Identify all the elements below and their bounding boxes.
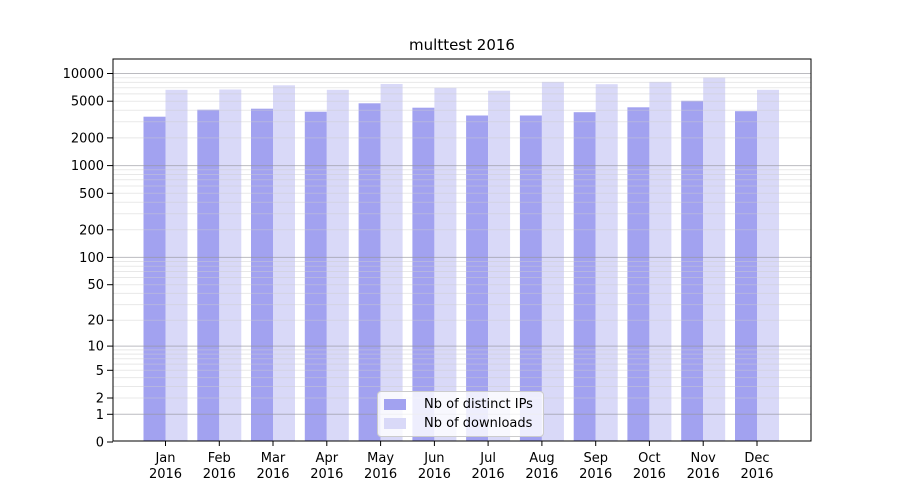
x-tick-label-month: Sep [583,451,608,466]
x-tick-label-month: Jan [154,451,175,466]
bar-downloads-feb [219,89,242,441]
y-tick-label: 1 [96,408,104,423]
bar-ips-aug [519,115,542,441]
y-tick-label: 2 [96,392,104,407]
x-tick-label-month: Mar [261,451,286,466]
x-tick-label-year: 2016 [740,467,773,482]
bar-ips-oct [627,107,650,442]
bar-ips-mar [251,108,273,441]
x-tick-label-year: 2016 [203,467,236,482]
gridlines-group [113,73,811,415]
y-axis: 0 12 5 10 20 50 100 200 500 1000 2000 5000 10000 [63,67,113,451]
bar-ips-apr [304,111,327,441]
legend: Nb of distinct IPs Nb of downloads [377,391,544,437]
bar-series-group [143,77,779,442]
bar-ips-dec [735,111,757,441]
bar-downloads-mar [273,85,295,442]
x-tick-label-month: Nov [691,451,717,466]
x-tick-label-month: Apr [316,451,339,466]
x-tick-label-year: 2016 [418,467,451,482]
y-tick-label: 10000 [63,67,104,82]
bar-ips-may [358,103,381,442]
legend-swatch-distinct-ips [384,399,406,410]
legend-swatch-downloads [384,418,406,429]
bar-ips-nov [681,100,704,442]
bar-downloads-jul [488,90,511,441]
bar-ips-jun [412,107,435,441]
x-tick-label-month: Oct [638,451,660,466]
y-tick-label: 5000 [71,95,104,110]
bar-ips-feb [197,109,220,441]
x-tick-label-year: 2016 [364,467,397,482]
y-tick-label: 50 [87,278,104,293]
bar-downloads-oct [649,81,672,442]
bar-downloads-apr [326,89,349,442]
x-tick-label-month: Aug [529,451,554,466]
bar-ips-sep [573,112,596,441]
y-tick-label: 0 [96,436,104,451]
bar-downloads-nov [703,77,726,441]
x-tick-label-year: 2016 [149,467,182,482]
y-tick-label: 1000 [71,159,104,174]
y-tick-label: 5 [96,364,104,379]
x-tick-label-year: 2016 [472,467,505,482]
y-tick-label: 20 [87,314,104,329]
bar-downloads-aug [541,81,564,442]
x-tick-label-month: Jul [479,451,496,466]
bar-ips-jan [143,116,166,441]
x-tick-label-year: 2016 [633,467,666,482]
y-tick-label: 500 [79,187,104,202]
bar-downloads-jun [434,87,457,442]
bar-ips-jul [466,115,489,441]
bar-downloads-dec [757,89,779,442]
legend-label-distinct-ips: Nb of distinct IPs [424,397,533,412]
y-tick-label: 200 [79,223,104,238]
x-tick-label-year: 2016 [310,467,343,482]
bar-downloads-sep [595,84,618,441]
x-tick-label-month: Jun [423,451,444,466]
legend-label-downloads: Nb of downloads [424,416,533,431]
bar-downloads-may [380,84,403,441]
x-tick-label-year: 2016 [687,467,720,482]
bar-downloads-jan [165,89,188,442]
x-tick-label-month: Dec [744,451,769,466]
x-tick-label-year: 2016 [579,467,612,482]
plot-frame [112,58,812,442]
x-tick-label-month: May [367,451,394,466]
y-tick-label: 100 [79,251,104,266]
x-tick-label-year: 2016 [256,467,289,482]
x-axis: Jan2016Feb2016Mar2016Apr2016May2016Jun20… [149,441,774,482]
x-tick-label-month: Feb [208,451,231,466]
legend-item-distinct-ips: Nb of distinct IPs [384,397,535,412]
chart-title: multtest 2016 [409,36,515,54]
y-tick-label: 10 [87,340,104,355]
legend-item-downloads: Nb of downloads [384,416,535,431]
x-tick-label-year: 2016 [525,467,558,482]
y-tick-label: 2000 [71,131,104,146]
